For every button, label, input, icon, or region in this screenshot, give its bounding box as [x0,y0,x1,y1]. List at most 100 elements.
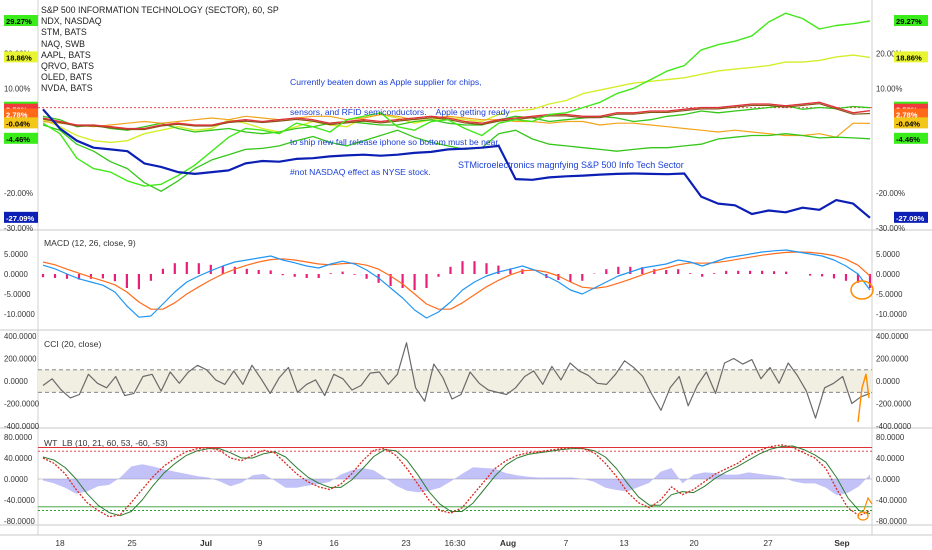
annotation-line-4: #not NASDAQ effect as NYSE stock. [290,167,431,177]
time-label-7: Aug [500,538,516,548]
wt-hand-circle [857,511,869,521]
legend-oled: OLED, BATS [41,72,93,83]
cci-left-tick-4: -400.0000 [4,422,40,431]
cci-left-tick-2: 0.0000 [4,377,29,386]
wt-right-tick-4: -80.0000 [876,517,907,526]
main-right-badge-6-bg [894,132,928,144]
main-right-badge-1: 18.86% [896,53,922,62]
main-left-badge-5: -0.04% [6,119,30,128]
main-left-badge-1-bg [4,51,38,63]
cci-right-tick-0: 400.0000 [876,332,909,341]
macd-right-tick-1: 0.0000 [876,270,901,279]
time-label-1: 25 [127,538,137,548]
main-left-tick-1: 10.00% [4,84,31,93]
main-left-badge-7-bg [4,211,38,223]
cci-left-tick-3: -200.0000 [4,400,40,409]
main-left-badge-0: 29.27% [6,17,32,26]
wt-left-tick-4: -80.0000 [4,517,35,526]
main-left-badge-7: -27.09% [6,214,35,223]
time-label-12: Sep [834,538,849,548]
stm-annotation: STMicroelectronics magnfying S&P 500 Inf… [458,160,684,170]
main-left-badge-0-bg [4,15,38,27]
wt-left-tick-2: 0.0000 [4,475,29,484]
legend-stm: STM, BATS [41,27,87,38]
main-right-badge-6: -4.46% [896,135,920,144]
time-label-3: 9 [258,538,263,548]
wt1-line [42,444,871,518]
cci-hand-arrow [857,373,870,423]
time-label-10: 20 [689,538,699,548]
main-series-2 [42,54,871,144]
main-right-badge-5-bg [894,117,928,129]
main-left-badge-6: -4.46% [6,135,30,144]
main-right-tick-0: 20.00% [876,49,903,58]
main-left-badge-1: 18.86% [6,53,32,62]
main-series-1 [42,12,871,187]
wt2-line [42,445,871,517]
wt-diff-area [43,464,870,496]
macd-right-tick-2: -5.0000 [876,290,903,299]
time-label-5: 23 [401,538,411,548]
legend-title: S&P 500 INFORMATION TECHNOLOGY (SECTOR),… [41,5,279,15]
cci-right-tick-4: -400.0000 [876,422,912,431]
macd-left-tick-1: 0.0000 [4,270,29,279]
time-label-0: 18 [55,538,65,548]
time-label-11: 27 [763,538,773,548]
time-label-4: 16 [329,538,339,548]
cci-left-tick-1: 200.0000 [4,355,37,364]
cci-title: CCI (20, close) [44,339,101,349]
main-series-7 [42,113,871,138]
main-series-6 [42,103,871,131]
macd-signal-line [42,251,871,310]
cci-band-fill [38,369,872,393]
time-label-8: 7 [564,538,569,548]
main-right-badge-7: -27.09% [896,214,925,223]
main-right-tick-2: -20.00% [876,189,905,198]
macd-title: MACD (12, 26, close, 9) [44,238,136,248]
wt-title: WT_LB (10, 21, 60, 53, -60, -53) [44,438,168,448]
macd-line [42,249,871,319]
cci-right-tick-2: 0.0000 [876,377,901,386]
time-label-9: 13 [619,538,629,548]
annotation-line-2: sensors, and RFID semiconductors. Apple … [290,107,510,117]
main-series-3 [42,124,871,192]
time-label-2: Jul [200,538,212,548]
legend-ndx: NDX, NASDAQ [41,16,102,27]
main-right-badge-1-bg [894,51,928,63]
main-left-badge-4-bg [4,108,38,120]
main-left-badge-5-bg [4,117,38,129]
annotation-note: Currently beaten down as Apple supplier … [290,57,510,187]
legend: S&P 500 INFORMATION TECHNOLOGY (SECTOR),… [41,5,279,95]
legend-nvda: NVDA, BATS [41,83,93,94]
main-left-badge-6-bg [4,132,38,144]
legend-naq: NAQ, SWB [41,38,85,49]
wt-left-tick-0: 80.0000 [4,433,33,442]
cci-right-tick-3: -200.0000 [876,400,912,409]
wt-right-tick-1: 40.0000 [876,454,905,463]
macd-right-tick-3: -10.0000 [876,310,907,319]
legend-aapl: AAPL, BATS [41,49,91,60]
wt-hand-arrow [863,496,873,511]
time-label-6: 16:30 [445,538,466,548]
cci-line [42,342,871,419]
wt-right-tick-2: 0.0000 [876,475,901,484]
cci-right-tick-1: 200.0000 [876,355,909,364]
main-right-badge-5: -0.04% [896,119,920,128]
main-series-0 [42,108,871,219]
cci-left-tick-0: 400.0000 [4,332,37,341]
annotation-line-1: Currently beaten down as Apple supplier … [290,77,482,87]
main-right-tick-3: -30.00% [876,224,905,233]
macd-right-tick-0: 5.0000 [876,250,901,259]
wt-right-tick-0: 80.0000 [876,433,905,442]
macd-left-tick-0: 5.0000 [4,250,29,259]
macd-hand-circle [850,280,874,300]
main-right-badge-4: 2.78% [896,111,918,120]
main-right-badge-4-bg [894,108,928,120]
main-right-tick-1: 10.00% [876,84,903,93]
legend-qrvo: QRVO, BATS [41,61,94,72]
main-right-badge-0: 29.27% [896,17,922,26]
main-right-badge-7-bg [894,211,928,223]
main-left-tick-3: -30.00% [4,224,33,233]
wt-left-tick-3: -40.0000 [4,496,35,505]
